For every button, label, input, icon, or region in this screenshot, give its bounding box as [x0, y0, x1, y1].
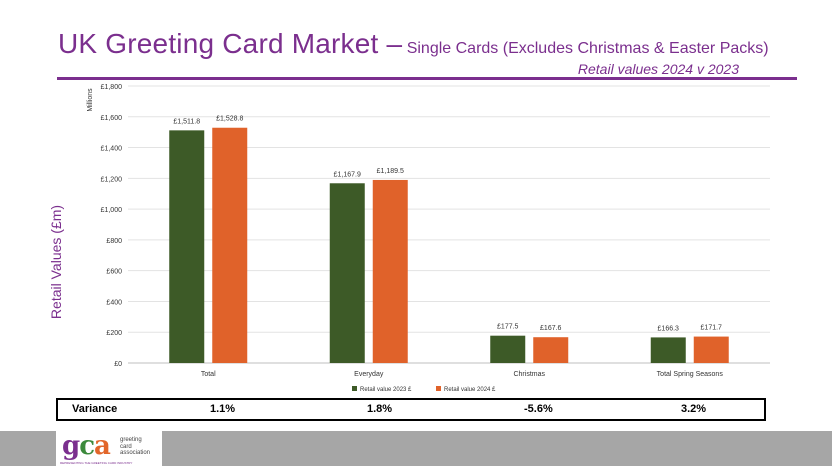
variance-row: Variance 1.1% 1.8% -5.6% 3.2%	[56, 398, 766, 421]
slide-subtitle: Retail values 2024 v 2023	[577, 61, 739, 77]
legend-swatch	[436, 386, 441, 391]
variance-christmas: -5.6%	[524, 403, 553, 415]
y-tick-label: £600	[106, 269, 122, 276]
y-units-label: Millions	[87, 88, 94, 112]
slide-title: UK Greeting Card Market – Single Cards (…	[58, 28, 769, 60]
bar-2023	[329, 183, 365, 363]
title-main: UK Greeting Card Market –	[58, 28, 403, 59]
bar-2024	[533, 337, 569, 363]
y-tick-label: £800	[106, 238, 122, 245]
bar-2023	[490, 335, 526, 363]
y-tick-label: £1,600	[101, 115, 123, 122]
y-tick-label: £200	[106, 330, 122, 337]
title-sub: Single Cards (Excludes Christmas & Easte…	[406, 40, 769, 57]
y-tick-label: £0	[114, 361, 122, 368]
bar-2023	[169, 130, 205, 363]
x-tick-label: Total Spring Seasons	[657, 371, 724, 378]
y-tick-label: £1,200	[101, 176, 123, 183]
bar-2024	[212, 127, 248, 363]
logo-words: greeting card association	[120, 437, 151, 456]
bar-2024	[372, 179, 408, 363]
logo-strapline: REPRESENTING THE GREETING CARD INDUSTRY	[60, 461, 133, 465]
variance-label: Variance	[72, 403, 118, 415]
x-tick-label: Christmas	[513, 371, 545, 378]
bar-value-label: £171.7	[701, 325, 723, 332]
logo-letters: gca	[62, 431, 111, 461]
bar-2023	[650, 337, 686, 363]
legend-swatch	[352, 386, 357, 391]
y-tick-label: £1,400	[101, 146, 123, 153]
gca-logo: gca greeting card association REPRESENTI…	[56, 431, 162, 466]
legend-label: Retail value 2023 £	[360, 387, 412, 393]
bar-value-label: £166.3	[658, 325, 680, 332]
y-tick-label: £1,000	[101, 207, 123, 214]
bar-value-label: £1,167.9	[334, 171, 361, 178]
variance-total: 1.1%	[210, 403, 236, 415]
variance-everyday: 1.8%	[367, 403, 393, 415]
y-tick-label: £400	[106, 299, 122, 306]
bar-chart: £0 £200 £400 £600 £800 £1,000 £1,200 £1,400 £1,6…	[87, 84, 770, 393]
legend-label: Retail value 2024 £	[444, 387, 496, 393]
bar-value-label: £177.5	[497, 324, 519, 331]
bar-value-label: £1,528.8	[216, 116, 243, 123]
bar-value-label: £1,511.8	[173, 118, 200, 125]
bar-2024	[693, 336, 729, 363]
x-tick-label: Everyday	[354, 371, 384, 378]
bar-value-label: £167.6	[540, 325, 562, 332]
bar-value-label: £1,189.5	[377, 168, 404, 175]
variance-spring: 3.2%	[681, 403, 707, 415]
title-divider	[57, 77, 797, 80]
x-tick-label: Total	[201, 371, 216, 378]
y-tick-label: £1,800	[101, 84, 123, 91]
